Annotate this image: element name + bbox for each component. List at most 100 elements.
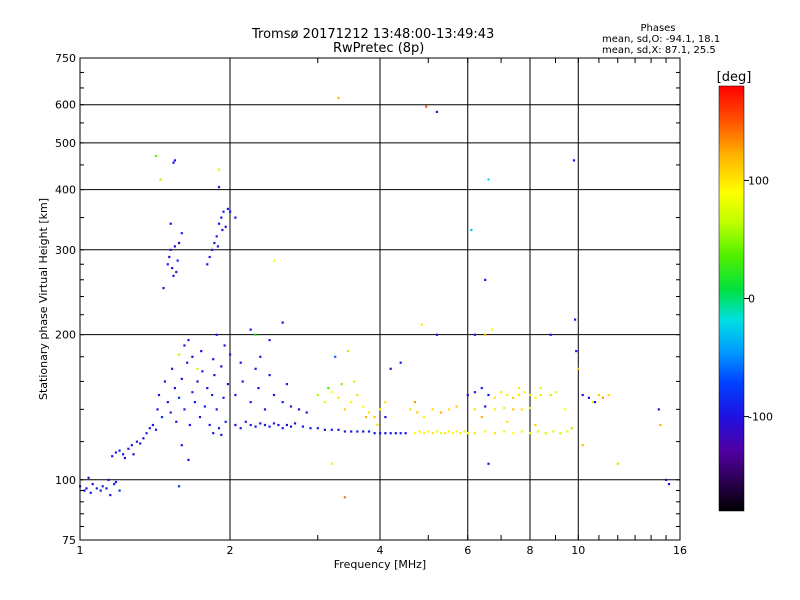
data-point: [487, 462, 490, 465]
data-point: [330, 391, 333, 394]
data-point: [534, 396, 537, 399]
y-tick-label: 75: [62, 534, 76, 547]
data-point: [196, 380, 199, 383]
data-point: [191, 355, 194, 358]
data-point: [420, 323, 423, 326]
data-point: [159, 178, 162, 181]
data-point: [343, 408, 346, 411]
data-point: [365, 416, 368, 419]
data-point: [487, 393, 490, 397]
data-point: [581, 444, 584, 447]
data-point: [455, 430, 458, 433]
x-tick-label: 2: [227, 544, 234, 557]
data-point: [451, 432, 454, 435]
data-point: [493, 408, 496, 411]
data-point: [229, 353, 232, 356]
grid-layer: [79, 57, 681, 541]
plot-frame: [79, 57, 681, 541]
data-point: [334, 355, 337, 358]
data-point: [517, 387, 521, 390]
data-point: [340, 383, 343, 386]
data-point: [512, 396, 515, 399]
data-point: [559, 432, 562, 435]
data-point: [435, 333, 438, 336]
data-point: [277, 423, 280, 427]
data-point: [272, 422, 276, 425]
data-point: [180, 232, 183, 235]
data-point: [337, 396, 340, 399]
data-point: [114, 451, 117, 454]
data-point: [216, 245, 219, 248]
data-point: [293, 422, 297, 425]
data-point: [151, 423, 154, 427]
data-point: [447, 408, 451, 411]
data-point: [425, 105, 428, 108]
data-point: [517, 393, 521, 397]
data-point: [577, 367, 580, 370]
data-point: [389, 432, 392, 435]
data-point: [132, 453, 135, 456]
x-tick-label: 10: [571, 544, 585, 557]
data-point: [215, 333, 218, 336]
data-point: [574, 318, 577, 321]
data-point: [554, 391, 557, 394]
data-point: [503, 406, 506, 410]
data-point: [373, 416, 376, 419]
data-point: [587, 396, 590, 399]
data-point: [257, 387, 260, 390]
data-point: [234, 216, 237, 219]
data-point: [539, 393, 542, 397]
data-point: [212, 358, 215, 361]
data-point: [259, 355, 262, 358]
data-point: [379, 432, 382, 435]
phases-stats-o: mean, sd,O: -94.1, 18.1: [602, 34, 721, 45]
chart-title: Tromsø 20171212 13:48:00-13:49:43: [252, 27, 495, 42]
chart-subtitle: RwPretec (8p): [333, 41, 425, 56]
data-point: [480, 387, 483, 390]
data-point: [226, 383, 229, 386]
data-point: [316, 427, 319, 430]
data-point: [145, 432, 148, 435]
data-point: [367, 430, 371, 433]
data-point: [301, 425, 304, 428]
data-point: [659, 423, 662, 427]
data-point: [191, 391, 194, 394]
data-point: [180, 444, 183, 447]
data-point: [226, 207, 229, 210]
data-point: [500, 391, 503, 394]
data-point: [384, 416, 387, 419]
data-point: [493, 432, 496, 435]
data-point: [201, 370, 204, 373]
data-point: [591, 401, 595, 404]
data-point: [570, 427, 573, 430]
data-point: [563, 408, 567, 411]
data-point: [337, 96, 340, 99]
data-point: [220, 433, 223, 436]
data-point: [139, 442, 142, 445]
data-point: [309, 427, 312, 430]
data-point: [463, 430, 466, 433]
data-point: [490, 328, 493, 331]
data-point: [180, 377, 183, 380]
data-point: [169, 411, 172, 414]
data-point: [616, 462, 619, 465]
data-point: [539, 387, 542, 390]
data-point: [186, 361, 189, 364]
data-point: [241, 380, 244, 383]
data-point: [389, 367, 392, 370]
data-point: [215, 235, 218, 238]
data-point: [263, 423, 267, 427]
data-point: [350, 430, 353, 433]
data-point: [285, 383, 288, 386]
data-point: [162, 287, 165, 290]
data-point: [323, 428, 326, 431]
data-point: [281, 321, 284, 324]
data-point: [239, 361, 242, 364]
data-point: [439, 432, 443, 435]
data-point: [263, 408, 267, 411]
data-point: [157, 393, 161, 397]
data-point: [356, 393, 359, 397]
data-point: [178, 353, 181, 356]
data-point: [215, 408, 218, 411]
